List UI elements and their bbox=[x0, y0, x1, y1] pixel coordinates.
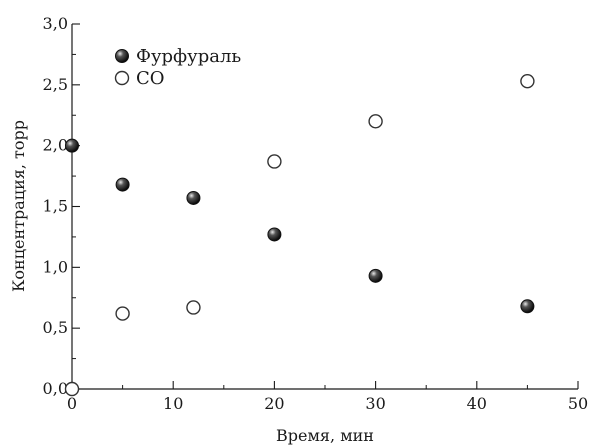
data-point-furfural bbox=[267, 227, 282, 242]
x-tick-label: 30 bbox=[365, 394, 385, 413]
x-tick-label: 20 bbox=[264, 394, 284, 413]
y-tick-label: 1,0 bbox=[43, 257, 68, 276]
data-point-furfural bbox=[368, 268, 383, 283]
legend-marker-furfural bbox=[115, 49, 129, 63]
x-tick-label: 0 bbox=[67, 394, 77, 413]
x-tick-label: 10 bbox=[163, 394, 183, 413]
x-tick-label: 40 bbox=[467, 394, 487, 413]
x-axis-ticks: 0 10 20 30 40 50 bbox=[67, 381, 588, 413]
y-tick-label: 3,0 bbox=[43, 14, 68, 33]
y-tick-label: 1,5 bbox=[43, 197, 68, 216]
data-point-co bbox=[520, 73, 535, 89]
data-point-co bbox=[267, 154, 282, 169]
plot-area: 0 10 20 30 40 50 0,0 0,5 1,0 1,5 2,0 2,5 3,0 bbox=[43, 14, 589, 413]
legend-marker-co bbox=[114, 70, 130, 86]
data-point-co bbox=[115, 306, 130, 321]
legend-label: Фурфураль bbox=[136, 46, 241, 67]
x-tick-label: 50 bbox=[568, 394, 588, 413]
y-tick-label: 2,5 bbox=[43, 75, 68, 94]
data-point-co bbox=[186, 300, 201, 315]
y-tick-label: 0,0 bbox=[43, 379, 68, 398]
data-point-furfural bbox=[115, 177, 130, 192]
data-points bbox=[64, 73, 535, 397]
x-axis-title: Время, мин bbox=[276, 426, 374, 445]
y-axis-title: Концентрация, торр bbox=[9, 120, 28, 292]
y-tick-label: 2,0 bbox=[43, 136, 68, 155]
data-point-furfural bbox=[520, 299, 535, 314]
data-point-co bbox=[368, 114, 383, 129]
legend-label: CO bbox=[136, 68, 165, 89]
data-point-co bbox=[64, 381, 80, 397]
data-point-furfural bbox=[65, 138, 79, 153]
data-point-furfural bbox=[186, 190, 201, 205]
y-tick-label: 0,5 bbox=[43, 318, 68, 337]
y-axis-ticks: 0,0 0,5 1,0 1,5 2,0 2,5 3,0 bbox=[43, 14, 80, 398]
